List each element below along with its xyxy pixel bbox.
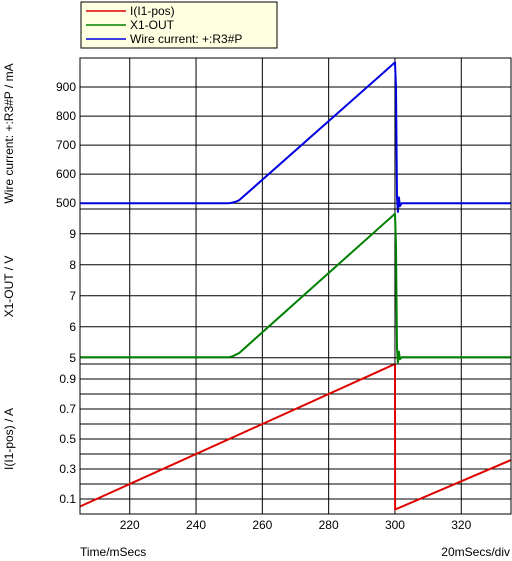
y-tick-label: 0.1 [59, 492, 76, 506]
y-axis-label: X1-OUT / V [2, 256, 16, 318]
y-tick-label: 0.3 [59, 462, 76, 476]
legend-label-i1-pos: I(I1-pos) [130, 4, 175, 18]
x-tick-label: 320 [451, 518, 471, 532]
y-tick-label: 600 [56, 167, 76, 181]
y-tick-label: 0.7 [59, 402, 76, 416]
series-line [79, 363, 512, 511]
series-line [80, 61, 511, 213]
panel-1: 5 6 7 8 9 X1-OUT / V [2, 208, 512, 365]
y-tick-label: 800 [56, 109, 76, 123]
y-tick-label: 8 [69, 258, 76, 272]
panel-frame [79, 208, 512, 365]
y-tick-label: 900 [56, 80, 76, 94]
panel-2: 0.1 0.3 0.5 0.7 0.9 I(I1-pos) / A [2, 363, 512, 515]
y-tick-label: 9 [69, 227, 76, 241]
y-axis-label: Wire current: +:R3#P / mA [2, 63, 16, 203]
panel-frame [79, 57, 512, 210]
y-tick-label: 700 [56, 138, 76, 152]
x-tick-label: 240 [186, 518, 206, 532]
panel-0: 500 600 700 800 900 Wire current: +:R3#P / mA [2, 57, 512, 213]
x-tick-label: 220 [120, 518, 140, 532]
y-tick-label: 0.9 [59, 372, 76, 386]
x-axis-label: Time/mSecs [80, 545, 146, 559]
x-tick-label: 280 [319, 518, 339, 532]
legend: I(I1-pos) X1-OUT Wire current: +:R3#P [80, 1, 278, 49]
legend-label-wire-current: Wire current: +:R3#P [130, 32, 242, 46]
x-scale-note: 20mSecs/div [441, 545, 510, 559]
series-line [80, 212, 511, 364]
legend-label-x1-out: X1-OUT [130, 18, 175, 32]
panel-frame [79, 363, 512, 515]
y-tick-label: 5 [69, 351, 76, 365]
x-tick-label: 260 [252, 518, 272, 532]
y-tick-label: 6 [69, 320, 76, 334]
plot-panels: 500 600 700 800 900 Wire current: +:R3#P / mA… [2, 57, 512, 532]
y-tick-label: 500 [56, 196, 76, 210]
x-tick-label: 300 [385, 518, 405, 532]
y-tick-label: 7 [69, 289, 76, 303]
y-tick-label: 0.5 [59, 432, 76, 446]
y-axis-label: I(I1-pos) / A [2, 408, 16, 470]
